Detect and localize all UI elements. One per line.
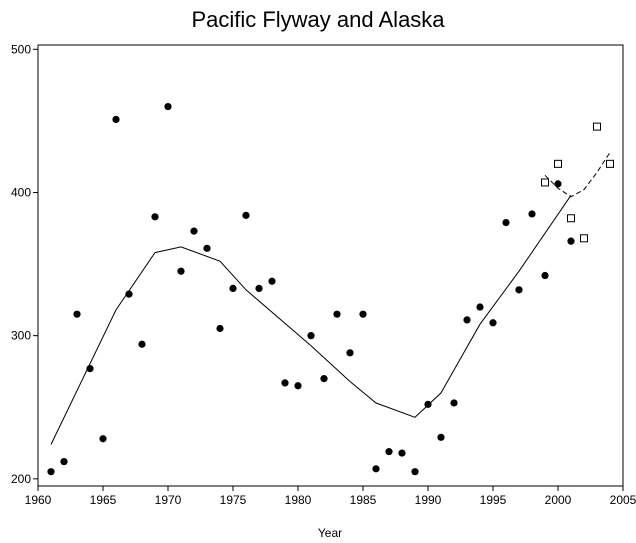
- data-point-circle: [73, 310, 81, 318]
- data-point-circle: [307, 332, 315, 340]
- data-point-circle: [463, 316, 471, 324]
- data-point-circle: [567, 237, 575, 245]
- data-point-circle: [372, 465, 380, 473]
- data-point-circle: [541, 271, 549, 280]
- x-axis: 1960 1965 1970 1975 1980 1985 1990 1995 2000 2005: [25, 486, 636, 507]
- solid-trend-line: [50, 195, 572, 445]
- data-point-circle: [138, 340, 146, 348]
- plot-frame: [37, 44, 624, 487]
- x-tick-label: 1965: [90, 493, 117, 507]
- data-point-circle: [450, 399, 458, 407]
- x-tick-label: 2005: [610, 493, 636, 507]
- data-point-circle: [281, 379, 289, 387]
- data-point-square: [567, 214, 575, 223]
- data-point-square: [580, 234, 588, 243]
- y-tick-label: 400: [11, 185, 31, 199]
- x-tick-label: 1975: [220, 493, 247, 507]
- y-tick-label: 500: [11, 42, 31, 56]
- data-point-square: [541, 178, 549, 187]
- data-point-circle: [476, 303, 484, 311]
- data-point-circle: [502, 218, 510, 227]
- y-tick-label: 300: [11, 329, 31, 343]
- data-point-circle: [489, 319, 497, 327]
- x-tick-label: 1985: [350, 493, 377, 507]
- data-point-circle: [528, 210, 536, 218]
- data-point-circle: [294, 382, 302, 390]
- data-point-circle: [99, 435, 107, 443]
- data-point-square: [593, 122, 601, 131]
- data-point-circle: [216, 324, 224, 333]
- data-point-circle: [47, 468, 55, 476]
- data-point-circle: [320, 375, 328, 383]
- data-point-circle: [255, 284, 263, 293]
- data-point-circle: [359, 310, 367, 318]
- data-point-circle: [515, 286, 523, 294]
- data-point-circle: [554, 180, 562, 188]
- data-point-circle: [346, 349, 354, 357]
- x-tick-label: 1980: [285, 493, 312, 507]
- data-point-circle: [437, 433, 445, 441]
- data-point-circle: [411, 468, 419, 476]
- x-tick-label: 1990: [415, 493, 442, 507]
- series-layer: [47, 102, 614, 476]
- x-axis-label: Year: [318, 526, 342, 540]
- data-point-circle: [112, 115, 120, 124]
- data-point-circle: [268, 277, 276, 285]
- chart-title: Pacific Flyway and Alaska: [191, 7, 445, 32]
- data-point-circle: [229, 284, 237, 293]
- plot-border: [37, 44, 624, 487]
- x-tick-label: 1970: [155, 493, 182, 507]
- dashed-trend-line: [544, 152, 611, 198]
- data-point-circle: [333, 310, 341, 318]
- y-tick-label: 200: [11, 472, 31, 486]
- y-axis: 200 300 400 500: [11, 42, 38, 486]
- data-point-circle: [125, 290, 133, 298]
- data-point-circle: [203, 244, 211, 252]
- x-tick-label: 2000: [545, 493, 572, 507]
- data-point-square: [606, 159, 614, 168]
- x-tick-label: 1995: [480, 493, 507, 507]
- data-point-circle: [385, 448, 393, 456]
- data-point-circle: [177, 267, 185, 275]
- data-point-circle: [151, 213, 159, 221]
- x-tick-label: 1960: [25, 493, 52, 507]
- data-point-circle: [398, 449, 406, 457]
- data-point-circle: [190, 227, 198, 235]
- data-point-circle: [242, 211, 250, 219]
- data-point-circle: [164, 102, 172, 111]
- data-point-circle: [60, 458, 68, 466]
- data-point-square: [554, 159, 562, 168]
